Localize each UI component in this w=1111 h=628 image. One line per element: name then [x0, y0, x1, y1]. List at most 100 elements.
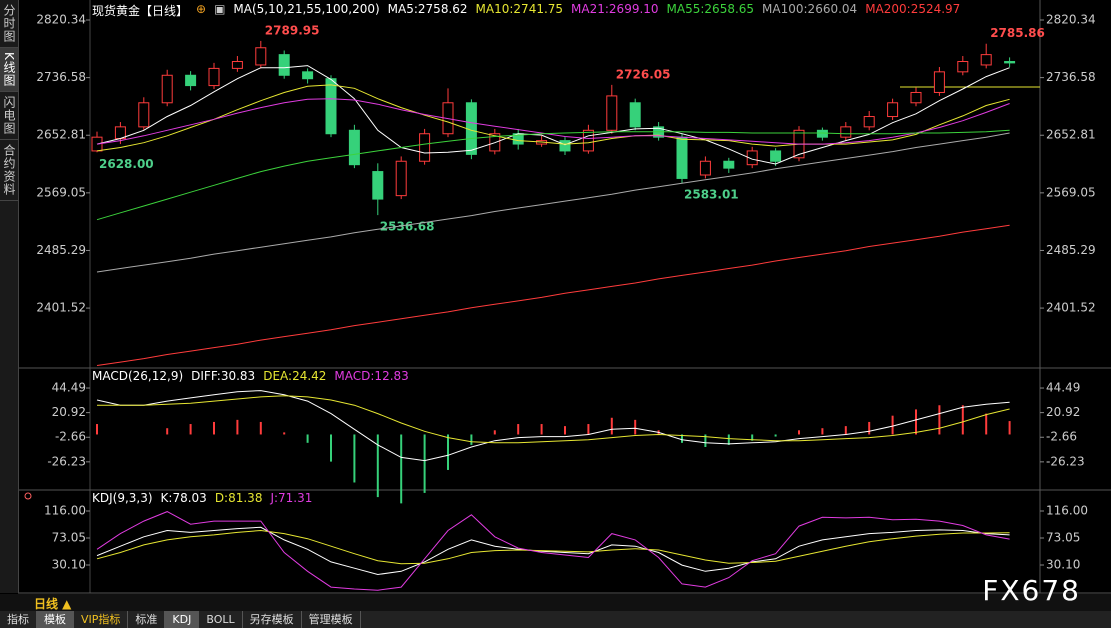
tool-tab[interactable]: 另存模板 — [243, 611, 302, 628]
y-tick-label: 2401.52 — [36, 301, 86, 315]
candle-body — [582, 129, 594, 152]
candle-body — [606, 95, 618, 131]
y-tick-label: 2485.29 — [36, 243, 86, 257]
y-tick-label: -26.23 — [1046, 454, 1085, 468]
title: MACD(26,12,9) — [92, 369, 184, 383]
legend-item: MA200:2524.97 — [865, 2, 961, 16]
candle-body — [255, 47, 267, 66]
y-tick-label: 2652.81 — [1046, 128, 1096, 142]
sidebar: 分时图 K线图 闪电图 合约资料 — [0, 0, 19, 593]
legend-item: MA10:2741.75 — [475, 2, 564, 16]
high-label: 2789.95 — [265, 23, 320, 37]
line — [96, 98, 1010, 145]
candle-body — [887, 102, 899, 118]
candle-body — [161, 74, 173, 104]
legend: 现货黄金【日线】 ⊕ ▣ MA(5,10,21,55,100,200) MA5:… — [92, 2, 960, 19]
line — [96, 84, 1010, 152]
low-label: 2583.01 — [684, 188, 739, 202]
legend-item: MA21:2699.10 — [571, 2, 659, 16]
tool-tab[interactable]: 管理模板 — [302, 611, 361, 628]
candle-body — [395, 160, 407, 197]
date-bar — [0, 594, 1111, 611]
candle-body — [676, 136, 688, 179]
y-tick-label: -2.66 — [1046, 430, 1077, 444]
y-tick-label: 2401.52 — [1046, 301, 1096, 315]
tab[interactable]: 闪电图 — [0, 92, 18, 140]
legend-item: J:71.31 — [270, 491, 313, 505]
tool-tab[interactable]: 指标 — [0, 611, 37, 628]
line — [96, 511, 1010, 591]
icon[interactable]: ▣ — [214, 2, 226, 16]
y-tick-label: 73.05 — [52, 530, 86, 544]
y-tick-label: 20.92 — [1046, 405, 1080, 419]
tool-tab[interactable]: 标准 — [128, 611, 166, 628]
title: KDJ(9,3,3) — [92, 491, 153, 505]
candle-body — [231, 61, 243, 69]
candle-body — [138, 102, 150, 128]
y-tick-label: 2569.05 — [36, 185, 86, 199]
candle-body — [910, 91, 922, 104]
tool-tab[interactable]: BOLL — [199, 611, 243, 628]
candle-body — [185, 74, 197, 87]
line — [96, 224, 1010, 366]
candle-body — [419, 133, 431, 162]
legend-item: MA55:2658.65 — [666, 2, 755, 16]
candle-body — [372, 171, 384, 200]
tool-tab[interactable]: 模板 — [37, 611, 74, 628]
tool-tab[interactable]: KDJ — [165, 611, 200, 628]
y-tick-label: 2736.58 — [1046, 70, 1096, 84]
candle-body — [770, 150, 782, 162]
y-tick-label: 116.00 — [44, 503, 86, 517]
candle-body — [302, 71, 314, 80]
candle-body — [957, 61, 969, 73]
subtitle: MA(5,10,21,55,100,200) — [233, 2, 380, 16]
y-tick-label: 30.10 — [52, 557, 86, 571]
y-tick-label: 116.00 — [1046, 503, 1088, 517]
line — [96, 65, 1010, 165]
line — [96, 390, 1010, 462]
candle-body — [348, 129, 360, 166]
line — [96, 129, 1010, 221]
candle-body — [629, 102, 641, 128]
tool-tab[interactable]: VIP指标 — [74, 611, 129, 628]
legend-item: MA100:2660.04 — [762, 2, 858, 16]
candle-body — [816, 129, 828, 138]
line — [96, 526, 1010, 576]
candle-body — [840, 126, 852, 138]
y-tick-label: -26.23 — [47, 454, 86, 468]
legend-item: MA5:2758.62 — [387, 2, 468, 16]
candle-body — [980, 54, 992, 66]
low-label: 2628.00 — [99, 157, 154, 171]
period[interactable]: 日线 ▲ — [34, 597, 72, 611]
y-tick-label: 2820.34 — [36, 13, 86, 27]
candle-body — [1004, 61, 1016, 64]
candle-body — [325, 78, 337, 135]
candle-body — [559, 140, 571, 152]
watermark: FX678 — [982, 574, 1081, 607]
tab[interactable]: 分时图 — [0, 0, 18, 48]
candle-body — [278, 54, 290, 76]
candle-body — [863, 116, 875, 128]
tab[interactable]: K线图 — [0, 48, 18, 92]
icon[interactable]: ⊕ — [196, 2, 207, 16]
y-tick-label: 2736.58 — [36, 70, 86, 84]
candle-body — [746, 150, 758, 166]
tab[interactable]: 合约资料 — [0, 140, 18, 201]
candle-body — [933, 71, 945, 93]
legend-item: DIFF:30.83 — [191, 369, 256, 383]
legend-item: D:81.38 — [214, 491, 263, 505]
y-tick-label: 2820.34 — [1046, 13, 1096, 27]
title: 现货黄金【日线】 — [92, 4, 189, 18]
candle-body — [699, 160, 711, 176]
y-tick-label: 73.05 — [1046, 530, 1080, 544]
candle-body — [723, 160, 735, 169]
high-label: 2785.86 — [990, 26, 1045, 40]
line — [96, 132, 1010, 273]
y-tick-label: 2485.29 — [1046, 243, 1096, 257]
y-tick-label: 44.49 — [1046, 381, 1080, 395]
toolbar: 指标 模板 VIP指标 标准 KDJ BOLL 另存模板 管理模板 — [0, 611, 1111, 628]
candle-body — [208, 67, 220, 87]
y-tick-label: 30.10 — [1046, 557, 1080, 571]
